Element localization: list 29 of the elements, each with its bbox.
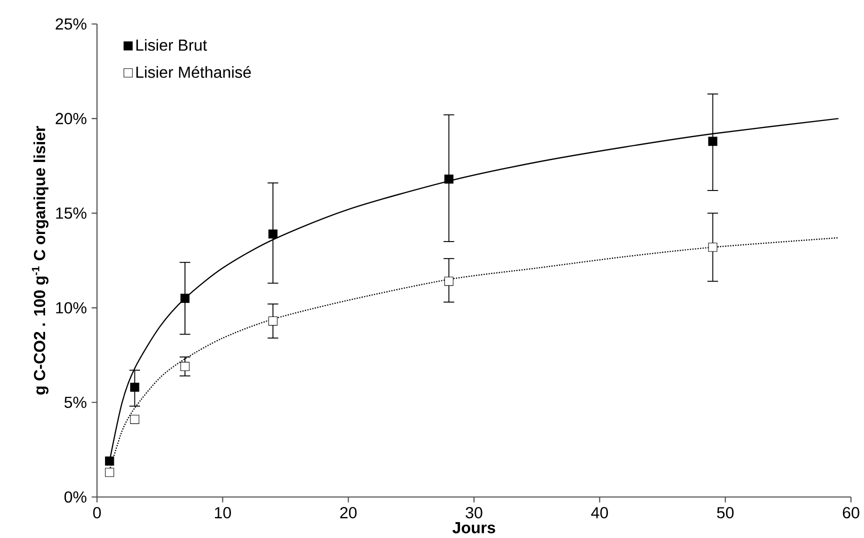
y-tick-label: 25% (56, 18, 86, 30)
y-tick-label: 15% (56, 208, 86, 219)
point (708, 136, 718, 146)
y-axis-title: g C-CO2 . 100 g$^{-1}$ C organique lisier (32, 126, 48, 395)
x-tick-label: 20 (340, 507, 357, 518)
legend-label: Lisier Méthanisé (136, 66, 251, 78)
point (130, 414, 140, 424)
y-tick-label: 10% (56, 302, 86, 314)
x-tick-label: 60 (842, 507, 860, 518)
y-tick-label: 20% (56, 112, 86, 124)
point (268, 229, 278, 239)
x-tick-label: 40 (591, 507, 608, 518)
x-tick-label: 30 (466, 507, 482, 518)
point (130, 382, 140, 392)
x-tick-label: 0 (93, 507, 101, 518)
point (105, 468, 114, 477)
y-tick-label: 5% (64, 396, 86, 408)
x-tick-label: 10 (214, 507, 231, 518)
point (268, 316, 278, 326)
x-axis-title: Jours (452, 522, 496, 534)
point (708, 242, 718, 252)
point (444, 174, 454, 184)
y-tick-label: 0% (64, 491, 86, 503)
point (105, 456, 114, 466)
point (180, 362, 190, 371)
legend-label: Lisier Brut (136, 39, 207, 51)
point (180, 294, 190, 303)
x-tick-label: 50 (717, 507, 734, 518)
point (444, 276, 454, 286)
